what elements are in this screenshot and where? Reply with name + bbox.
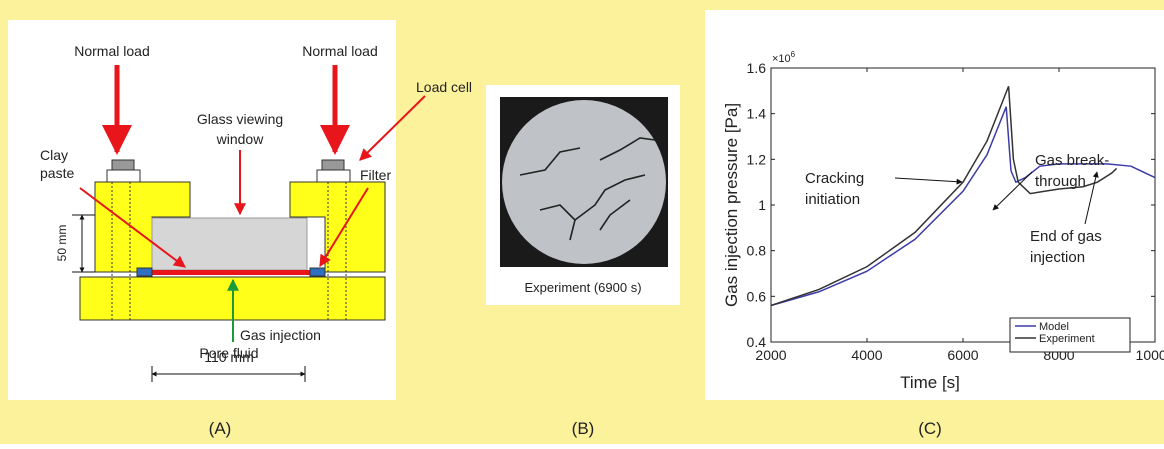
panel-label: (B) [572, 419, 595, 438]
label: Filter [360, 167, 391, 183]
annotation-arrow [1084, 171, 1099, 225]
line [770, 85, 1118, 307]
annotation-line: End of gas [1030, 228, 1102, 245]
x-tick-label: 2000 [755, 347, 786, 363]
arrows [72, 65, 426, 382]
panel-label: (A) [209, 419, 232, 438]
label: Pore fluid [199, 345, 258, 361]
y-multiplier: ×106 [772, 50, 796, 65]
x-axis-label: Time [s] [900, 373, 960, 392]
annotation-line: injection [1030, 249, 1085, 266]
annotation-line: initiation [805, 191, 860, 208]
caption: Experiment (6900 s) [524, 280, 641, 295]
label: Glass viewing window [197, 111, 283, 147]
panel-label: (C) [918, 419, 942, 438]
annotation: Cracking initiation [805, 170, 864, 208]
annotation-line: Cracking [805, 170, 864, 187]
y-tick-label: 0.8 [747, 243, 767, 259]
x-tick-label: 4000 [851, 347, 882, 363]
annotation-line: Gas break- [1035, 152, 1109, 169]
label: Gas injection [240, 327, 321, 343]
line [770, 106, 1156, 307]
label: 50 mm [55, 225, 69, 262]
label: Normal load [302, 43, 377, 59]
annotation-line: through [1035, 173, 1086, 190]
y-tick-label: 1 [758, 197, 766, 213]
y-tick-label: 1.6 [747, 60, 767, 76]
legend-label: Model [1039, 321, 1069, 333]
label: Load cell [416, 79, 472, 95]
legend-label: Experiment [1039, 333, 1095, 345]
y-tick-label: 1.2 [747, 151, 767, 167]
annotation: End of gas injection [1030, 228, 1102, 266]
x-tick-label: 10000 [1136, 347, 1164, 363]
x-tick-label: 6000 [947, 347, 978, 363]
y-tick-label: 0.6 [747, 288, 767, 304]
cracks [519, 137, 656, 241]
y-tick-label: 1.4 [747, 106, 767, 122]
annotation-arrow [894, 177, 963, 185]
annotation-arrow [992, 171, 1033, 211]
legend-box [1009, 317, 1131, 353]
y-tick-label: 0.4 [747, 334, 767, 350]
annotation: Gas break-through [1035, 152, 1109, 190]
y-axis-label: Gas injection pressure [Pa] [722, 103, 741, 307]
specimen [502, 100, 666, 264]
label: Clay paste [40, 147, 74, 181]
label: Normal load [74, 43, 149, 59]
label: 110 mm [204, 349, 254, 365]
